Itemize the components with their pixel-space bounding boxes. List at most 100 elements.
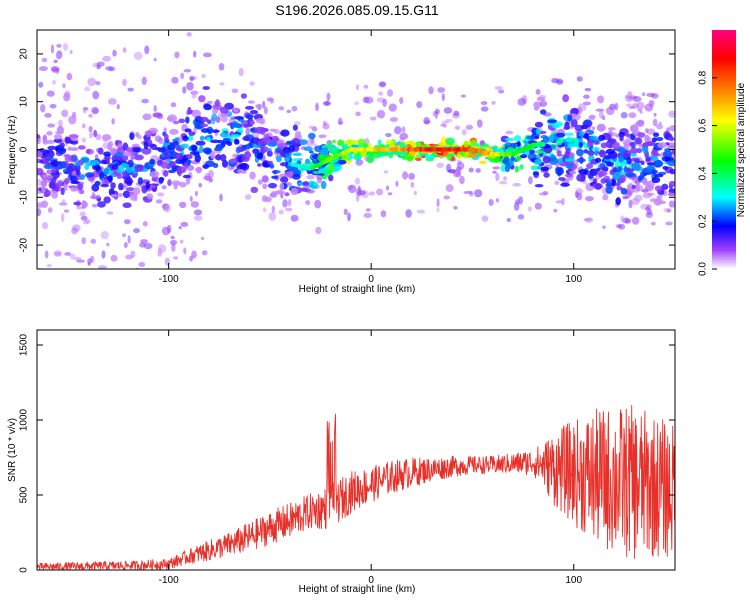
spectrogram-blob	[520, 154, 528, 159]
spectrogram-blob	[39, 147, 45, 153]
spectrogram-speckle	[468, 167, 474, 173]
colorbar-tick-label: 0.2	[698, 214, 709, 228]
spectrogram-speckle	[153, 105, 157, 112]
spectrogram-speckle	[616, 224, 622, 229]
spectrogram-blob	[199, 135, 205, 141]
spectrogram-speckle	[62, 83, 66, 89]
spectrogram-speckle	[305, 138, 314, 148]
spectrogram-speckle	[290, 214, 299, 222]
spectrogram-speckle	[262, 100, 266, 109]
spectrogram-blob	[532, 171, 540, 176]
spectrogram-blob	[110, 182, 116, 189]
spectrogram-speckle	[84, 279, 91, 287]
spectrogram-blob	[593, 139, 600, 145]
spectrogram-blob	[230, 134, 241, 138]
spectrogram-speckle	[551, 77, 559, 84]
spectrogram-speckle	[474, 189, 483, 198]
spectrogram-blob	[653, 197, 662, 206]
spectrogram-blob	[555, 140, 562, 146]
spectrogram-blob	[185, 176, 191, 185]
colorbar: 0.0 0.2 0.4 0.6 0.8 Normalized spectral ampl…	[698, 30, 747, 276]
spectrogram-speckle	[81, 137, 87, 143]
spectrogram-speckle	[201, 73, 206, 78]
spectrogram-speckle	[74, 256, 82, 261]
spectrogram-blob	[272, 170, 278, 175]
spectrogram-blob	[177, 168, 182, 177]
spectrogram-speckle	[95, 81, 101, 86]
spectrogram-speckle	[107, 98, 117, 105]
spectrogram-speckle	[91, 204, 98, 208]
spectrogram-speckle	[388, 103, 397, 112]
spectrogram-blob	[514, 165, 520, 173]
spectrogram-blob	[298, 139, 308, 146]
spectrogram-speckle	[122, 78, 127, 87]
spectrogram-blob	[634, 137, 643, 145]
spectrogram-blob	[249, 171, 256, 180]
spectrogram-blob	[321, 144, 328, 149]
spectrogram-speckle	[363, 212, 372, 219]
spectrogram-speckle	[582, 180, 588, 185]
spectrogram-blob	[261, 175, 269, 183]
spectrogram-blob	[69, 175, 79, 183]
spectrogram-blob	[303, 146, 313, 152]
spectrogram-blob	[129, 193, 138, 201]
spectrogram-speckle	[143, 242, 153, 250]
spectrogram-speckle	[171, 76, 179, 84]
spectrogram-blob	[664, 156, 674, 161]
spectrogram-speckle	[90, 238, 97, 244]
snr-x-tick-label: 0	[368, 575, 374, 586]
spectrogram-blob	[668, 180, 675, 187]
spectrogram-blob	[642, 181, 650, 186]
spectrogram-speckle	[635, 184, 644, 192]
spectrogram-speckle	[87, 77, 97, 87]
spectrogram-blob	[620, 187, 628, 195]
spectrogram-blob	[655, 136, 664, 142]
spectrogram-speckle	[503, 176, 507, 181]
spectrogram-speckle	[665, 221, 673, 226]
spectrogram-blob	[358, 138, 365, 146]
spectrogram-speckle	[492, 170, 497, 174]
spectrogram-speckle	[262, 183, 268, 190]
spectrogram-blob	[589, 168, 598, 177]
spectrogram-blob	[259, 127, 266, 135]
spectrogram-speckle	[399, 97, 404, 105]
spectrogram-speckle	[354, 101, 360, 106]
spectrogram-blob	[611, 178, 616, 186]
spectrogram-speckle	[607, 127, 616, 131]
spectrogram-blob	[320, 148, 329, 156]
spectrogram-blob	[144, 130, 153, 138]
spectrogram-speckle	[595, 108, 605, 112]
spectrogram-blob	[280, 129, 290, 137]
spectrogram-blob	[132, 147, 141, 153]
spectrogram-blob	[150, 143, 158, 151]
spectrogram-speckle	[69, 253, 76, 260]
spectrogram-speckle	[206, 100, 213, 104]
spectrogram-speckle	[44, 277, 53, 282]
spectrogram-speckle	[423, 117, 430, 125]
spectrogram-blob	[130, 153, 136, 160]
spectrogram-blob	[292, 124, 298, 131]
spectrogram-speckle	[499, 181, 508, 185]
spectrogram-blob	[91, 183, 100, 192]
spectrogram-blob	[242, 135, 250, 142]
spectrogram-speckle	[305, 200, 311, 206]
spectrogram-speckle	[193, 209, 203, 216]
spectrogram-speckle	[648, 99, 655, 107]
spectrogram-speckle	[625, 95, 633, 102]
spectrogram-speckle	[61, 199, 66, 204]
spectrogram-blob	[68, 134, 79, 139]
spectrogram-blob	[654, 173, 664, 178]
spectrogram-blob	[46, 174, 54, 180]
spectrogram-speckle	[326, 92, 331, 102]
spectrogram-blob	[109, 147, 117, 155]
spectrogram-speckle	[401, 126, 406, 133]
snr-y-tick-label: 1000	[19, 408, 30, 431]
spectrogram-blob	[629, 141, 635, 147]
spectrogram-blob	[166, 117, 174, 121]
spectrogram-x-tick-label: 0	[368, 274, 374, 285]
spectrogram-blob	[652, 156, 659, 162]
spectrogram-blob	[51, 190, 59, 199]
spectrogram-blob	[278, 106, 285, 111]
spectrogram-speckle	[80, 215, 88, 221]
spectrogram-speckle	[271, 205, 276, 214]
